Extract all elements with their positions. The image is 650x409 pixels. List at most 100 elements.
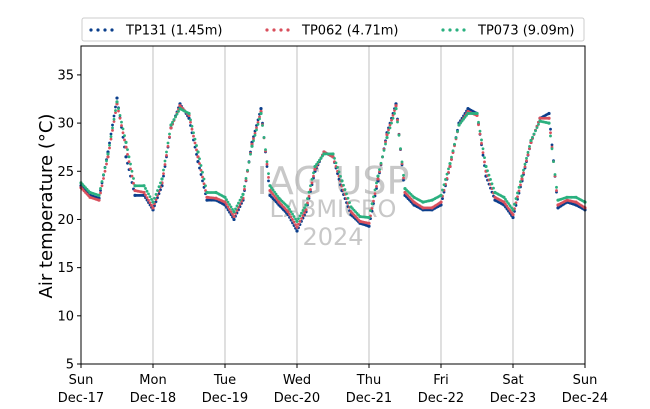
- legend-marker: [455, 28, 459, 32]
- data-point: [532, 132, 536, 136]
- x-tick-date: Dec-19: [202, 391, 248, 406]
- data-point: [231, 212, 234, 216]
- data-point: [165, 150, 168, 154]
- data-point: [397, 133, 401, 137]
- data-point: [190, 127, 194, 131]
- data-point: [112, 120, 116, 123]
- x-tick-day: Sun: [573, 373, 598, 388]
- data-point: [165, 153, 168, 157]
- data-point: [318, 158, 321, 162]
- data-point: [225, 203, 228, 206]
- legend-marker: [441, 28, 445, 32]
- data-point: [447, 167, 450, 171]
- data-point: [274, 192, 278, 196]
- data-point: [304, 208, 308, 212]
- data-point: [372, 195, 375, 199]
- data-point: [226, 200, 230, 204]
- data-point: [295, 219, 299, 223]
- data-point: [522, 168, 525, 172]
- data-point: [372, 199, 375, 203]
- data-point: [99, 191, 102, 195]
- data-point: [529, 138, 533, 143]
- data-point: [259, 111, 263, 116]
- data-point: [555, 189, 558, 192]
- data-point: [228, 207, 231, 211]
- data-point: [127, 155, 131, 159]
- data-point: [453, 142, 456, 146]
- data-point: [157, 185, 161, 189]
- data-point: [232, 217, 236, 222]
- y-tick-label: 5: [66, 358, 74, 373]
- data-point: [535, 126, 539, 129]
- data-point: [550, 143, 554, 147]
- data-point: [234, 207, 237, 211]
- data-point: [108, 143, 111, 147]
- data-point: [331, 152, 335, 156]
- data-point: [549, 131, 552, 135]
- data-point: [439, 200, 443, 204]
- series-tp073: [79, 100, 587, 223]
- data-point: [228, 203, 231, 206]
- data-point: [121, 131, 125, 135]
- data-point: [252, 137, 255, 141]
- data-point: [115, 96, 119, 100]
- watermark-line-3: 2024: [302, 223, 363, 251]
- data-point: [528, 147, 531, 150]
- series-tp062: [79, 102, 587, 229]
- data-point: [201, 175, 204, 179]
- data-point: [291, 212, 294, 216]
- data-point: [483, 160, 486, 164]
- data-point: [114, 109, 117, 112]
- y-tick-label: 10: [57, 309, 74, 324]
- data-point: [265, 160, 269, 164]
- data-point: [130, 169, 134, 173]
- data-point: [294, 217, 297, 221]
- data-point: [379, 161, 383, 165]
- legend-marker: [103, 28, 107, 32]
- x-tick-date: Dec-24: [562, 391, 608, 406]
- data-point: [112, 117, 116, 121]
- data-point: [267, 175, 270, 179]
- data-point: [373, 192, 377, 196]
- data-point: [172, 118, 176, 121]
- data-point: [402, 178, 405, 182]
- data-point: [298, 219, 302, 223]
- data-point: [202, 177, 206, 181]
- data-point: [339, 175, 342, 178]
- data-point: [369, 209, 372, 213]
- data-point: [102, 173, 105, 177]
- data-point: [387, 128, 390, 132]
- data-point: [193, 141, 197, 145]
- data-point: [102, 177, 105, 180]
- data-point: [511, 215, 515, 220]
- data-point: [123, 134, 126, 138]
- data-point: [367, 224, 371, 228]
- data-point: [148, 195, 152, 199]
- data-point: [549, 127, 552, 131]
- x-axis: Sun Dec-17 Mon Dec-18 Tue Dec-19 Wed Dec-20 Thu D…: [58, 364, 608, 406]
- data-point: [553, 173, 557, 176]
- data-point: [223, 195, 227, 199]
- data-point: [297, 222, 300, 226]
- data-point: [150, 203, 153, 207]
- data-point: [444, 178, 447, 181]
- data-point: [310, 177, 314, 181]
- data-point: [120, 120, 123, 124]
- data-point: [486, 169, 489, 173]
- data-point: [367, 221, 371, 225]
- data-point: [528, 144, 531, 148]
- data-point: [169, 123, 173, 127]
- data-point: [151, 206, 155, 210]
- y-tick-label: 30: [57, 117, 74, 132]
- data-point: [307, 194, 311, 198]
- x-tick-date: Dec-22: [418, 391, 464, 406]
- data-point: [480, 138, 483, 142]
- data-point: [118, 113, 122, 117]
- data-point: [307, 190, 311, 194]
- data-point: [112, 114, 116, 118]
- data-point: [247, 160, 251, 164]
- data-point: [174, 115, 177, 119]
- data-point: [399, 147, 402, 151]
- legend-label: TP131 (1.45m): [125, 24, 222, 39]
- data-point: [187, 111, 191, 116]
